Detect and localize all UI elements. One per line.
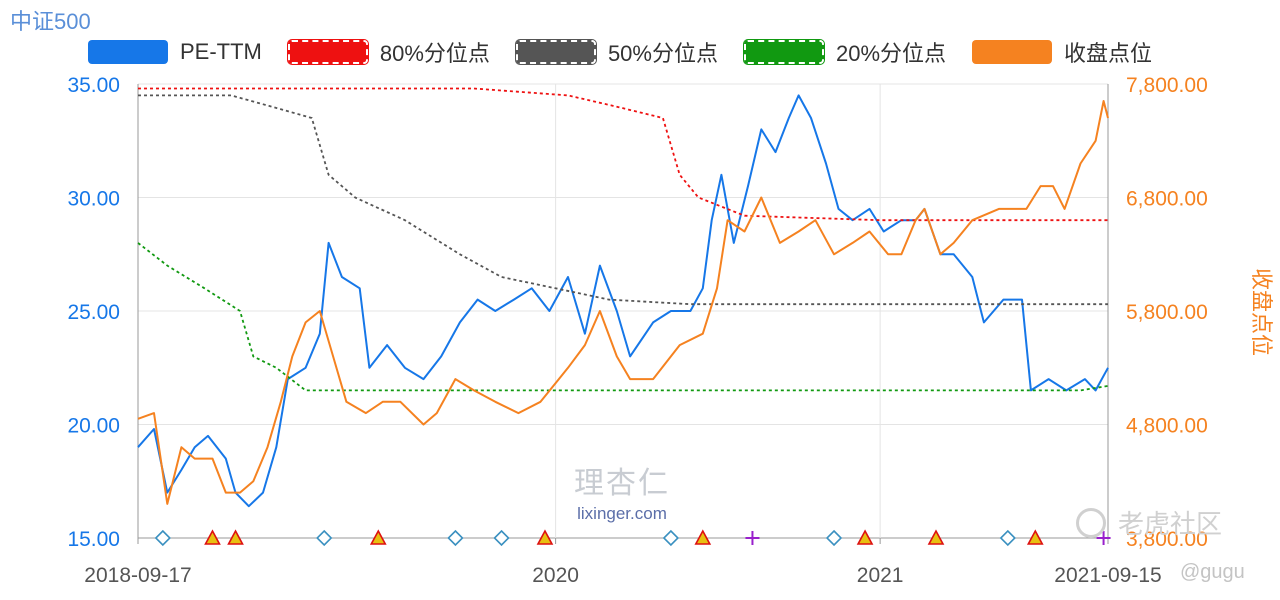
marker-diamond [316, 529, 333, 547]
legend: PE-TTM 80%分位点 50%分位点 20%分位点 收盘点位 [88, 36, 1178, 68]
legend-item[interactable]: 20%分位点 [742, 36, 947, 68]
marker-diamond [447, 529, 464, 547]
marker-triangle [927, 529, 945, 545]
y-left-tick-label: 30.00 [67, 188, 120, 211]
legend-swatch [88, 40, 168, 64]
marker-plus [745, 531, 760, 545]
legend-swatch [286, 39, 369, 65]
y-right-tick-label: 3,800.00 [1126, 528, 1208, 551]
y-right-tick-label: 6,800.00 [1126, 188, 1208, 211]
legend-label: 80%分位点 [379, 41, 490, 66]
legend-item[interactable]: 50%分位点 [514, 36, 718, 68]
marker-diamond [154, 529, 171, 547]
marker-triangle [856, 529, 874, 545]
y-right-tick-label: 5,800.00 [1126, 301, 1208, 324]
series-line [137, 100, 1109, 505]
legend-label: 20%分位点 [835, 41, 947, 66]
marker-diamond [825, 529, 843, 547]
forum-logo-icon [1076, 507, 1106, 538]
series-line [138, 87, 1108, 222]
x-tick-label: 2018-09-17 [84, 564, 191, 587]
marker-triangle [536, 529, 554, 545]
legend-label: 收盘点位 [1064, 41, 1153, 66]
series-line [137, 242, 1109, 392]
marker-triangle [204, 529, 221, 545]
x-tick-label: 2020 [532, 564, 579, 587]
marker-diamond [493, 529, 510, 547]
watermark-logo: 理杏仁 [574, 466, 670, 501]
marker-triangle [227, 529, 244, 545]
legend-swatch [514, 39, 597, 65]
forum-name: 老虎社区 [1118, 509, 1223, 539]
y-left-tick-label: 15.00 [67, 528, 120, 551]
marker-plus [1096, 531, 1111, 545]
marker-triangle [1026, 529, 1044, 545]
y-right-tick-label: 4,800.00 [1126, 415, 1208, 438]
series-line [138, 94, 1108, 306]
legend-swatch [742, 39, 825, 65]
y-left-tick-label: 25.00 [67, 301, 120, 324]
x-tick-label: 2021 [857, 564, 904, 587]
marker-diamond [999, 529, 1016, 547]
x-tick-label: 2021-09-15 [1054, 564, 1161, 587]
marker-diamond [662, 529, 680, 547]
forum-username: @gugu [1180, 561, 1245, 583]
y-left-tick-label: 20.00 [67, 415, 120, 438]
y-right-tick-label: 7,800.00 [1126, 74, 1208, 97]
series-line [137, 94, 1109, 508]
legend-item[interactable]: 收盘点位 [972, 36, 1152, 68]
legend-label: PE-TTM [180, 39, 262, 64]
chart-title: 中证500 [10, 9, 91, 34]
legend-swatch [972, 40, 1053, 64]
marker-triangle [694, 529, 712, 545]
marker-triangle [369, 529, 387, 545]
y-right-axis-label: 收盘点位 [1248, 268, 1273, 356]
legend-item[interactable]: PE-TTM [88, 39, 262, 65]
forum-watermark: 老虎社区 [1076, 504, 1222, 541]
watermark-url: lixinger.com [577, 504, 667, 523]
watermark: 理杏仁 lixinger.com [574, 458, 670, 524]
y-left-tick-label: 35.00 [67, 74, 120, 97]
legend-label: 50%分位点 [607, 41, 718, 66]
legend-item[interactable]: 80%分位点 [286, 36, 490, 68]
